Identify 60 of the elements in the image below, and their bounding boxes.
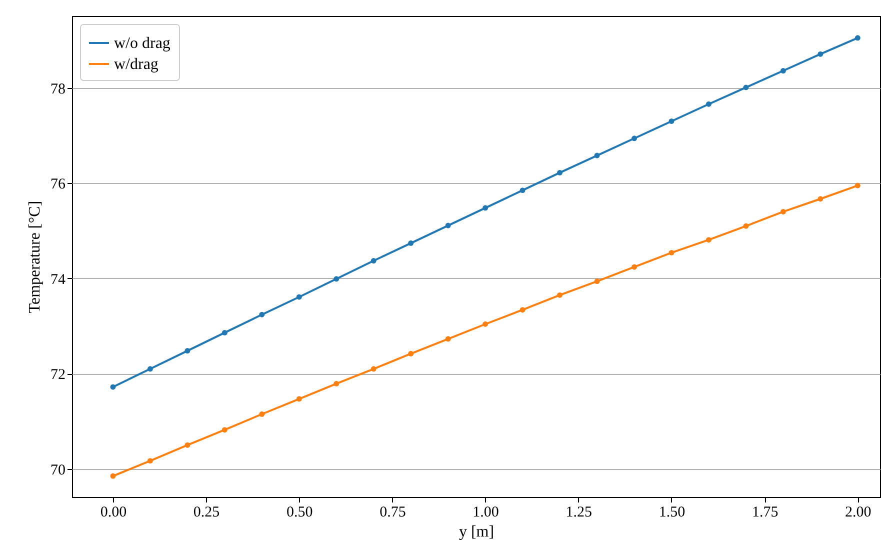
point bbox=[482, 321, 488, 327]
point bbox=[668, 250, 674, 256]
legend-label: w/drag bbox=[114, 56, 158, 73]
point bbox=[520, 188, 526, 194]
point bbox=[147, 458, 153, 464]
point bbox=[334, 276, 340, 282]
point bbox=[408, 350, 414, 356]
point bbox=[632, 136, 637, 142]
point bbox=[445, 336, 451, 342]
x-tick-label: 0.50 bbox=[286, 504, 313, 520]
point bbox=[594, 152, 600, 158]
point bbox=[370, 366, 376, 372]
x-axis-title: y [m] bbox=[458, 524, 494, 540]
point bbox=[259, 411, 265, 417]
point bbox=[706, 237, 712, 243]
point bbox=[296, 396, 302, 402]
point bbox=[854, 35, 860, 41]
x-tick-label: 0.00 bbox=[100, 504, 127, 520]
point bbox=[222, 427, 228, 433]
point bbox=[222, 330, 228, 336]
point bbox=[482, 205, 488, 211]
legend-label: w/o drag bbox=[114, 35, 170, 52]
y-tick-label: 70 bbox=[50, 462, 66, 478]
point bbox=[743, 223, 749, 229]
point bbox=[296, 294, 302, 300]
point bbox=[334, 380, 340, 386]
point bbox=[110, 384, 116, 390]
point bbox=[557, 170, 563, 176]
point bbox=[184, 442, 190, 448]
point bbox=[818, 196, 824, 202]
y-tick-label: 74 bbox=[50, 272, 66, 288]
point bbox=[854, 182, 860, 188]
point bbox=[743, 84, 749, 90]
point bbox=[520, 307, 526, 313]
point bbox=[594, 278, 600, 284]
point bbox=[370, 258, 376, 264]
x-tick-label: 2.00 bbox=[845, 504, 872, 520]
point bbox=[408, 240, 414, 246]
y-axis-title: Temperature [°C] bbox=[26, 200, 44, 314]
x-tick-label: 0.75 bbox=[380, 504, 406, 520]
x-tick-label: 1.25 bbox=[566, 504, 592, 520]
point bbox=[147, 366, 153, 372]
x-tick-label: 1.00 bbox=[472, 504, 499, 520]
y-tick-label: 76 bbox=[50, 176, 66, 193]
x-tick-label: 1.50 bbox=[658, 504, 686, 520]
x-tick-label: 0.25 bbox=[193, 504, 220, 520]
x-tick-label: 1.75 bbox=[752, 504, 778, 520]
point bbox=[780, 209, 786, 214]
y-tick-label: 72 bbox=[50, 367, 66, 384]
point bbox=[445, 222, 451, 228]
point bbox=[110, 473, 116, 479]
point bbox=[780, 68, 786, 74]
point bbox=[706, 101, 712, 107]
point bbox=[668, 118, 674, 124]
point bbox=[632, 264, 637, 270]
y-tick-label: 78 bbox=[50, 81, 66, 98]
point bbox=[259, 312, 265, 318]
point bbox=[184, 348, 190, 354]
point bbox=[557, 292, 563, 298]
point bbox=[818, 51, 824, 57]
